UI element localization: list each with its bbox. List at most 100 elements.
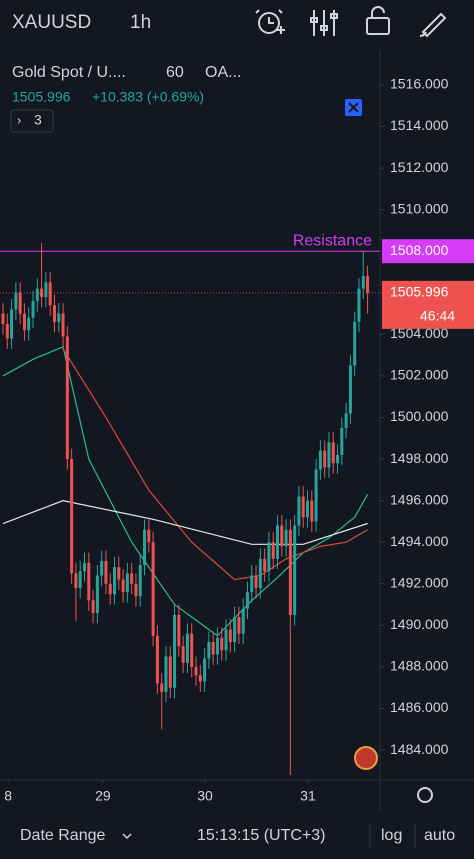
countdown: 46:44 — [420, 308, 455, 324]
candle-body — [10, 309, 14, 339]
candle-body — [143, 529, 147, 566]
candle-body — [100, 560, 104, 576]
candle-body — [348, 365, 352, 414]
candle-body — [288, 529, 292, 615]
candle-body — [310, 500, 314, 522]
legend-name: Gold Spot / U.... — [12, 64, 126, 81]
top-bar — [0, 0, 474, 50]
candle-body — [61, 313, 65, 337]
candle-body — [87, 562, 91, 601]
candle-body — [52, 305, 56, 322]
x-tick-label: 31 — [300, 788, 316, 804]
candle-body — [198, 675, 202, 682]
symbol[interactable]: XAUUSD — [12, 12, 91, 33]
y-tick-label: 1488.000 — [390, 658, 449, 674]
y-tick-label: 1498.000 — [390, 450, 449, 466]
candle-body — [70, 459, 74, 574]
last-price: 1505.996 — [390, 284, 449, 300]
candle-body — [353, 321, 357, 366]
y-tick-label: 1494.000 — [390, 533, 449, 549]
candle-body — [203, 658, 207, 682]
chevron: › — [17, 112, 21, 127]
y-tick-label: 1486.000 — [390, 699, 449, 715]
candle-body — [361, 276, 365, 289]
resistance-price: 1508.000 — [390, 242, 449, 258]
candle-body — [14, 292, 18, 310]
candle-body — [57, 313, 61, 322]
legend-change: +10.383 (+0.69%) — [92, 89, 204, 105]
candle-body — [194, 666, 198, 676]
candle-body — [215, 637, 219, 655]
candle-body — [263, 558, 267, 572]
toolbar-icons[interactable] — [255, 6, 447, 38]
candle-body — [271, 542, 275, 559]
candle-body — [314, 469, 318, 522]
clock[interactable]: 15:13:15 (UTC+3) — [197, 827, 326, 844]
candle-body — [121, 579, 125, 593]
indicators-count[interactable]: 3 — [34, 112, 42, 128]
candle-body — [40, 288, 44, 297]
candle-body — [245, 592, 249, 609]
resistance-label: Resistance — [293, 232, 372, 249]
candle-body — [185, 633, 189, 663]
indicators-toggle[interactable] — [10, 109, 54, 133]
candle-body — [44, 282, 48, 297]
candle-body — [82, 562, 86, 572]
candle-body — [65, 336, 69, 460]
candle-body — [48, 282, 52, 306]
candle-body — [1, 313, 5, 324]
candle-body — [293, 525, 297, 615]
candle-body — [151, 542, 155, 636]
candle-body — [181, 646, 185, 663]
dropdown-icon — [122, 833, 132, 840]
candle-body — [164, 656, 168, 692]
candle-body — [95, 575, 99, 613]
candle-body — [220, 637, 224, 651]
candle-body — [233, 617, 237, 642]
candle-body — [327, 442, 331, 468]
log-toggle[interactable]: log — [381, 827, 402, 844]
candle-body — [301, 496, 305, 518]
candle-body — [22, 313, 26, 331]
candle-body — [138, 565, 142, 597]
y-tick-label: 1484.000 — [390, 741, 449, 757]
x-tick-label: 8 — [4, 788, 12, 804]
bottom-bar — [0, 812, 474, 859]
y-tick-label: 1504.000 — [390, 325, 449, 341]
candle-body — [147, 529, 151, 543]
flag-icon[interactable] — [354, 746, 378, 770]
candle-body — [323, 450, 327, 468]
candle-body — [241, 608, 245, 634]
y-tick-label: 1496.000 — [390, 491, 449, 507]
candle-body — [108, 583, 112, 595]
plot-area — [0, 242, 380, 776]
auto-toggle[interactable]: auto — [424, 827, 455, 844]
settings-icon[interactable] — [417, 787, 433, 803]
collapse-icon — [348, 102, 359, 113]
interval[interactable]: 1h — [130, 12, 151, 33]
candle-body — [74, 573, 78, 588]
candle-body — [237, 617, 241, 634]
candle-body — [331, 442, 335, 464]
moving-average — [2, 500, 368, 545]
candle-body — [211, 641, 215, 655]
y-tick-label: 1502.000 — [390, 367, 449, 383]
candle-body — [258, 558, 262, 588]
candle-body — [5, 323, 9, 339]
candle-body — [190, 633, 194, 667]
candle-body — [177, 614, 181, 647]
candle-body — [168, 656, 172, 688]
candle-body — [357, 288, 361, 322]
candle-body — [228, 629, 232, 642]
date-range[interactable]: Date Range — [20, 827, 105, 844]
y-tick-label: 1492.000 — [390, 574, 449, 590]
x-tick-label: 29 — [95, 788, 111, 804]
candle-body — [91, 600, 95, 613]
candle-body — [275, 525, 279, 559]
legend-source: OA... — [205, 64, 241, 81]
candle-body — [35, 288, 39, 302]
candle-body — [117, 567, 121, 580]
candle-body — [318, 450, 322, 470]
candle-body — [207, 641, 211, 659]
